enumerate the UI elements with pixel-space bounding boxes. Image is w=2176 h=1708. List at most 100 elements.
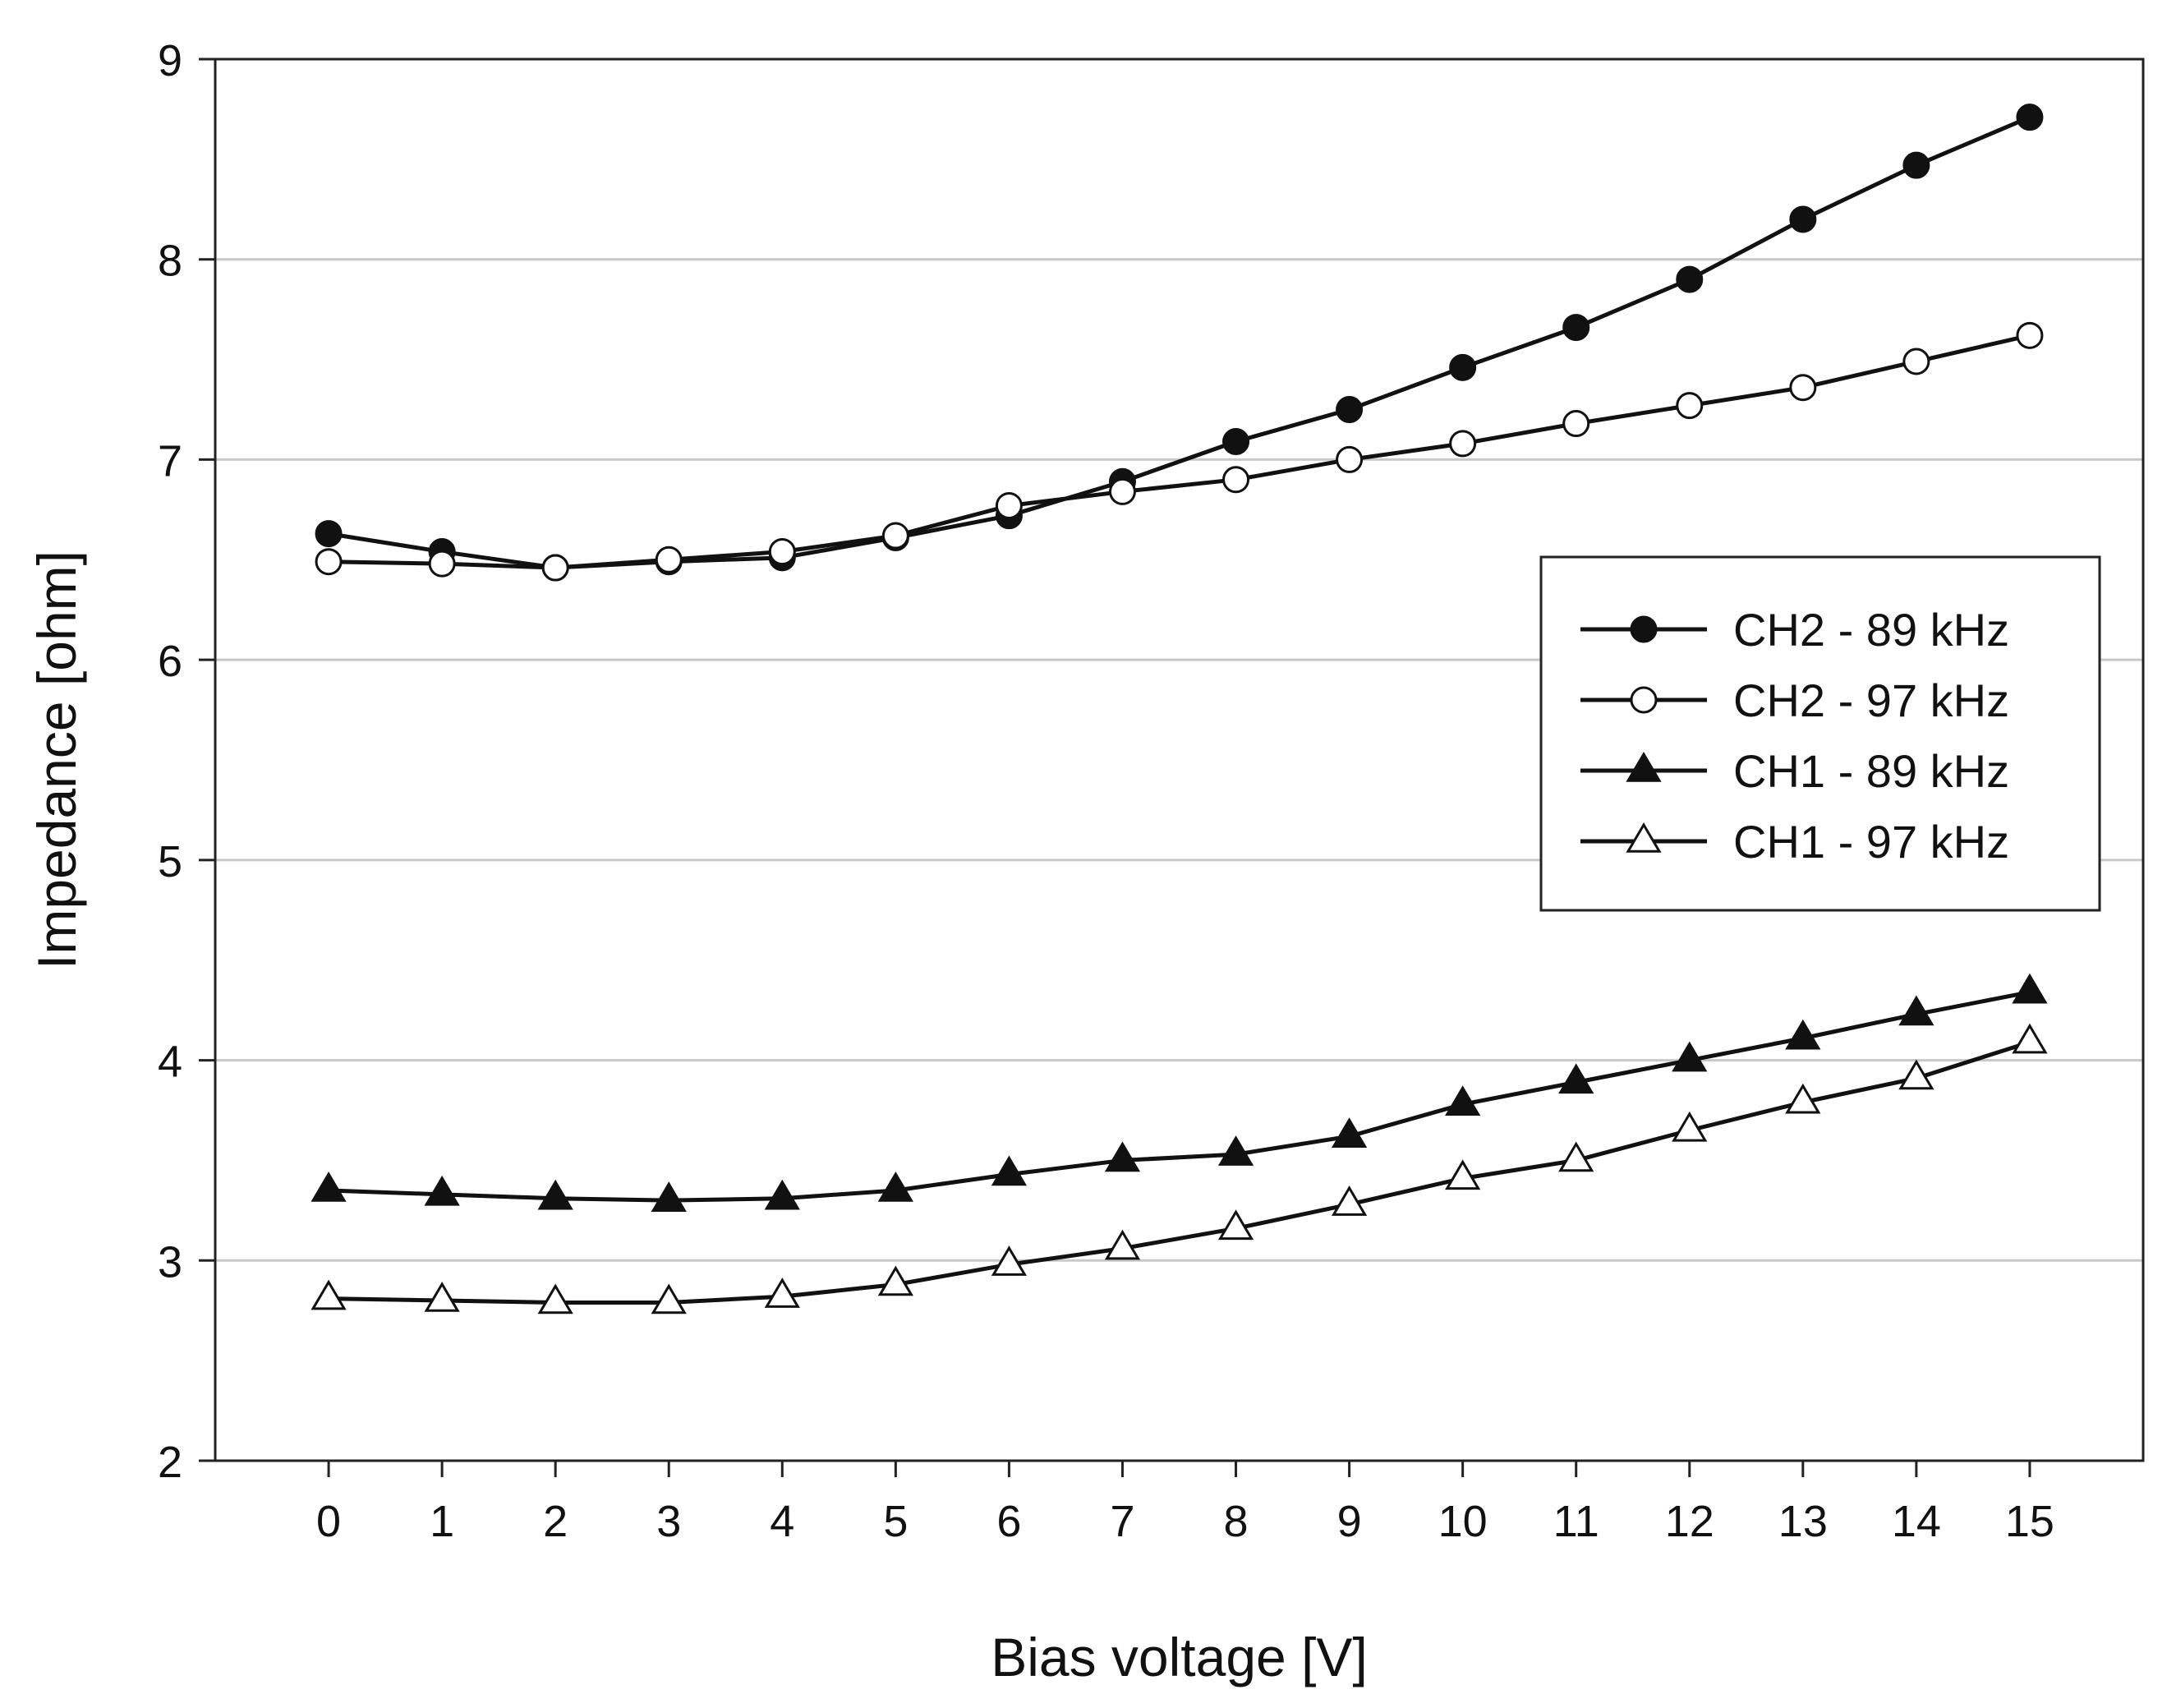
data-point bbox=[2016, 104, 2044, 131]
data-point bbox=[764, 1278, 800, 1308]
x-tick-label: 13 bbox=[1778, 1497, 1828, 1546]
x-tick-label: 10 bbox=[1438, 1497, 1488, 1546]
data-point bbox=[1336, 445, 1364, 473]
legend-entry: CH2 - 89 kHz bbox=[1580, 604, 2009, 656]
x-tick-label: 8 bbox=[1224, 1497, 1249, 1546]
legend-marker bbox=[1630, 686, 1658, 714]
data-point bbox=[1445, 1085, 1481, 1116]
data-point bbox=[877, 1265, 913, 1296]
y-tick-label: 4 bbox=[158, 1038, 182, 1087]
x-tick-label: 15 bbox=[2005, 1497, 2054, 1546]
y-tick-label: 6 bbox=[158, 637, 182, 686]
data-point bbox=[991, 1155, 1028, 1186]
legend: CH2 - 89 kHz CH2 - 97 kHz CH1 - 89 kHz CH1 … bbox=[1539, 555, 2101, 912]
series-4 bbox=[311, 1023, 2048, 1314]
y-tick-label: 3 bbox=[158, 1237, 182, 1287]
y-tick-label: 2 bbox=[158, 1438, 182, 1487]
data-point bbox=[315, 548, 343, 576]
data-point bbox=[1449, 353, 1477, 381]
x-tick-label: 5 bbox=[883, 1497, 908, 1546]
data-point bbox=[995, 491, 1023, 519]
data-point bbox=[537, 1283, 573, 1314]
data-point bbox=[655, 546, 683, 573]
data-point bbox=[1898, 995, 1934, 1026]
data-point bbox=[1902, 348, 1930, 375]
series-group bbox=[311, 104, 2048, 1314]
series-line bbox=[328, 115, 2031, 570]
data-point bbox=[1558, 1063, 1594, 1094]
data-point bbox=[1789, 205, 1817, 233]
x-tick-label: 2 bbox=[543, 1497, 568, 1546]
x-tick-label: 6 bbox=[996, 1497, 1021, 1546]
series-line bbox=[329, 1040, 2031, 1305]
plot-frame bbox=[214, 58, 2145, 1462]
data-point bbox=[311, 1172, 347, 1202]
legend-label: CH1 - 97 kHz bbox=[1733, 816, 2009, 868]
data-point bbox=[1217, 1209, 1254, 1241]
y-tick-label: 7 bbox=[158, 436, 182, 486]
x-tick-label: 4 bbox=[770, 1497, 794, 1546]
data-point bbox=[1785, 1083, 1821, 1114]
data-point bbox=[541, 554, 569, 582]
data-point bbox=[1558, 1141, 1594, 1172]
y-tick-label: 9 bbox=[158, 36, 182, 85]
axis-labels: Bias voltage [V] Impedance [ohm] bbox=[26, 550, 1368, 1687]
x-tick-label: 11 bbox=[1553, 1497, 1599, 1546]
data-point bbox=[877, 1172, 913, 1202]
data-point bbox=[768, 538, 796, 566]
data-point bbox=[991, 1245, 1028, 1276]
y-tick-label: 5 bbox=[158, 837, 182, 886]
series-1 bbox=[315, 104, 2044, 582]
x-axis-title: Bias voltage [V] bbox=[991, 1627, 1368, 1687]
legend-label: CH2 - 89 kHz bbox=[1733, 604, 2009, 656]
data-point bbox=[881, 522, 909, 550]
y-tick-label: 8 bbox=[158, 237, 182, 286]
data-point bbox=[1672, 1111, 1708, 1142]
series-line bbox=[328, 990, 2031, 1203]
data-point bbox=[424, 1282, 460, 1312]
data-point bbox=[1785, 1019, 1821, 1050]
data-point bbox=[1108, 477, 1136, 505]
data-point bbox=[2016, 321, 2044, 349]
legend-marker bbox=[1626, 752, 1662, 782]
data-point bbox=[1104, 1229, 1141, 1260]
data-point bbox=[428, 550, 456, 578]
data-point bbox=[1336, 396, 1364, 423]
data-point bbox=[764, 1179, 800, 1210]
x-tick-label: 12 bbox=[1665, 1497, 1714, 1546]
data-point bbox=[1562, 410, 1590, 438]
legend-marker bbox=[1626, 822, 1662, 853]
data-point bbox=[1445, 1159, 1481, 1190]
x-tick-label: 1 bbox=[430, 1497, 454, 1546]
data-point bbox=[1331, 1185, 1368, 1216]
data-point bbox=[424, 1175, 460, 1206]
series-3 bbox=[311, 973, 2048, 1212]
legend-label: CH2 - 97 kHz bbox=[1733, 674, 2009, 726]
series-line bbox=[329, 333, 2031, 570]
data-point bbox=[1898, 1059, 1934, 1090]
data-point bbox=[1331, 1117, 1368, 1148]
legend-entry: CH1 - 89 kHz bbox=[1580, 745, 2009, 797]
data-point bbox=[1562, 314, 1590, 342]
x-tick-label: 7 bbox=[1110, 1497, 1134, 1546]
legend-marker bbox=[1630, 615, 1658, 643]
data-point bbox=[537, 1179, 573, 1210]
data-point bbox=[1222, 427, 1250, 455]
data-point bbox=[1222, 466, 1250, 494]
data-point bbox=[1789, 374, 1817, 402]
data-point bbox=[1676, 392, 1704, 420]
data-point bbox=[651, 1283, 687, 1314]
series-2 bbox=[315, 321, 2044, 582]
data-point bbox=[1104, 1141, 1141, 1172]
x-tick-label: 0 bbox=[316, 1497, 341, 1546]
data-point bbox=[1449, 430, 1477, 458]
data-point bbox=[315, 520, 343, 548]
data-point bbox=[2012, 973, 2048, 1004]
data-point bbox=[651, 1181, 687, 1212]
x-tick-label: 14 bbox=[1892, 1497, 1941, 1546]
data-point bbox=[2012, 1023, 2048, 1054]
legend-label: CH1 - 89 kHz bbox=[1733, 745, 2009, 797]
